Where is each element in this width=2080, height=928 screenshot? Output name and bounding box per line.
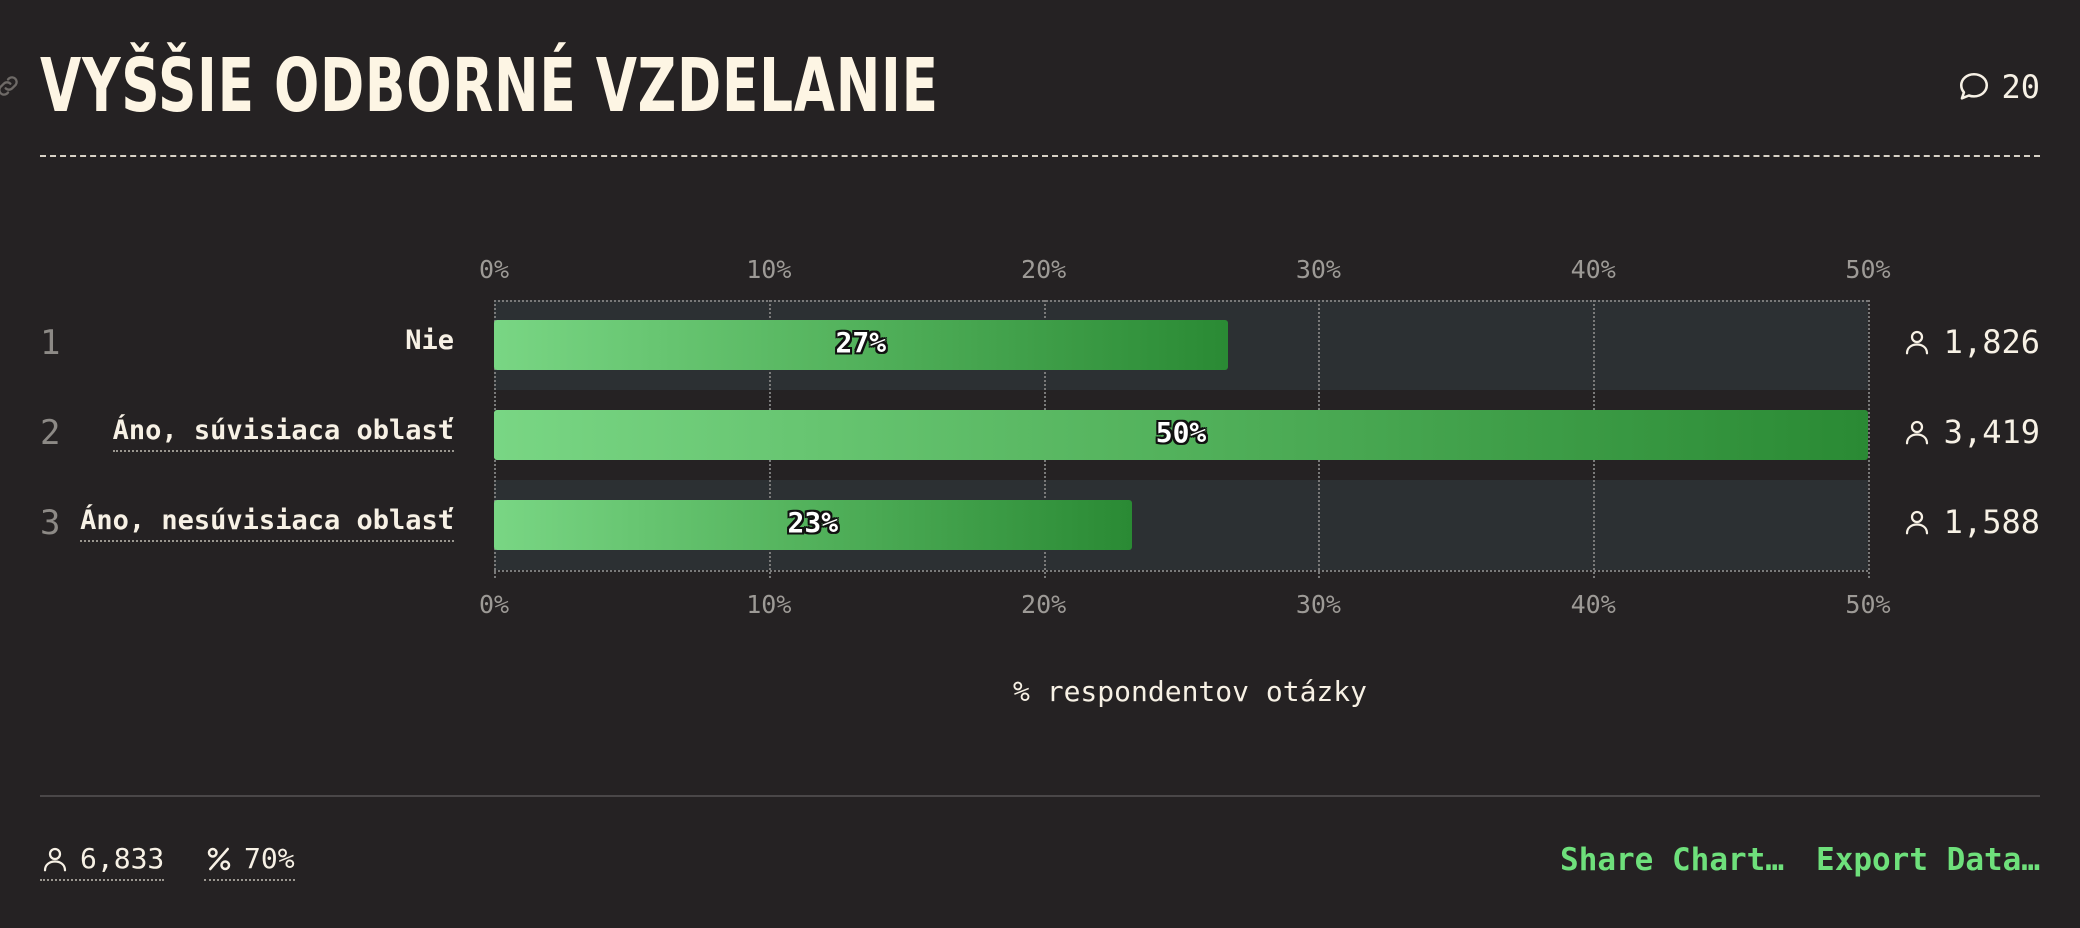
x-tick-label-bottom: 50% — [1845, 590, 1891, 619]
row-rank: 1 — [40, 323, 61, 363]
respondents-stat[interactable]: 6,833 — [40, 842, 165, 881]
comment-count: 20 — [2001, 68, 2040, 106]
row-rank: 2 — [40, 413, 61, 453]
category-label: Nie — [405, 325, 454, 356]
respondent-count: 1,588 — [1902, 503, 2040, 541]
person-icon — [1905, 330, 1928, 355]
grid-top-line — [494, 300, 1868, 302]
title-divider — [40, 155, 2040, 157]
respondent-count-value: 1,588 — [1943, 503, 2040, 541]
row-rank: 3 — [40, 503, 61, 543]
category-label[interactable]: Áno, nesúvisiaca oblasť — [80, 505, 454, 542]
x-tick-label-top: 10% — [746, 255, 792, 284]
bar-value-label: 50% — [1155, 416, 1207, 449]
x-tick-label-bottom: 0% — [478, 590, 510, 619]
x-tick-label-top: 50% — [1845, 255, 1891, 284]
percent-icon — [207, 847, 231, 870]
footer-divider — [40, 795, 2040, 797]
x-tick-label-bottom: 40% — [1570, 590, 1616, 619]
x-tick-label-bottom: 10% — [746, 590, 792, 619]
x-tick-label-top: 30% — [1295, 255, 1341, 284]
bar[interactable] — [494, 320, 1228, 370]
respondent-count-value: 3,419 — [1943, 413, 2040, 451]
gridline-5 — [1868, 300, 1870, 578]
bar-value-label: 27% — [835, 326, 887, 359]
person-icon — [43, 847, 67, 871]
x-axis-label: % respondentov otázky — [1012, 675, 1368, 708]
category-label[interactable]: Áno, súvisiaca oblasť — [112, 415, 454, 452]
bar-value-label: 23% — [787, 506, 839, 539]
share-chart-button[interactable]: Share Chart… — [1560, 842, 1784, 878]
percent-value: 70% — [244, 842, 295, 875]
x-tick-label-bottom: 30% — [1295, 590, 1341, 619]
bar[interactable] — [494, 410, 1868, 460]
speech-bubble-icon — [1960, 72, 1989, 100]
grid-bottom-line — [494, 570, 1868, 572]
respondent-count: 1,826 — [1902, 323, 2040, 361]
percent-stat[interactable]: 70% — [204, 842, 295, 881]
comments-button[interactable]: 20 — [1957, 68, 2040, 106]
x-tick-label-top: 0% — [478, 255, 510, 284]
x-tick-label-top: 20% — [1021, 255, 1067, 284]
bar[interactable] — [494, 500, 1132, 550]
page-title: VYŠŠIE ODBORNÉ VZDELANIE — [40, 43, 939, 129]
link-icon[interactable] — [0, 72, 22, 100]
x-tick-label-bottom: 20% — [1021, 590, 1067, 619]
x-tick-label-top: 40% — [1570, 255, 1616, 284]
respondent-count-value: 1,826 — [1943, 323, 2040, 361]
respondent-count: 3,419 — [1902, 413, 2040, 451]
respondents-value: 6,833 — [80, 842, 165, 875]
person-icon — [1905, 510, 1928, 535]
export-data-button[interactable]: Export Data… — [1816, 842, 2040, 878]
person-icon — [1905, 420, 1928, 445]
